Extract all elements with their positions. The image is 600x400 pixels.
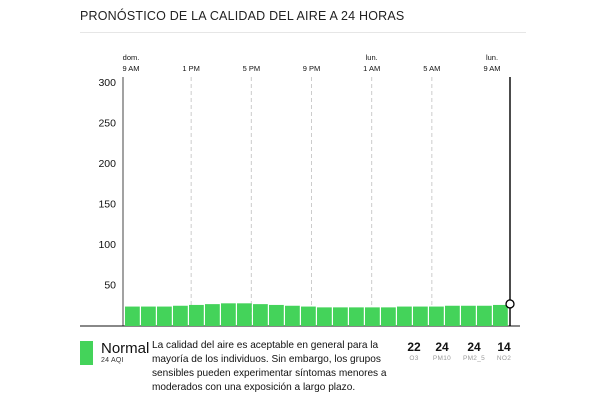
pollutant-value: 22 xyxy=(407,340,421,354)
bar-aqi xyxy=(397,306,412,326)
aqi-level-label: Normal xyxy=(101,340,150,357)
bar-aqi xyxy=(461,305,476,326)
y-tick-label: 150 xyxy=(98,199,116,211)
aqi-description: La calidad del aire es aceptable en gene… xyxy=(152,340,387,393)
bar-aqi xyxy=(477,305,492,326)
bar-aqi xyxy=(413,306,428,326)
page-title: PRONÓSTICO DE LA CALIDAD DEL AIRE A 24 H… xyxy=(80,9,405,23)
pollutant-value: 24 xyxy=(435,340,449,354)
x-tick-time-label: 9 AM xyxy=(122,64,139,73)
bar-aqi xyxy=(173,305,188,326)
bar-aqi xyxy=(269,304,284,326)
pollutant-pm10[interactable]: 24 PM10 xyxy=(430,340,454,362)
x-tick-day-label: lun. xyxy=(486,53,498,62)
bar-aqi xyxy=(349,307,364,326)
bar-aqi xyxy=(317,307,332,326)
x-tick-time-label: 9 AM xyxy=(483,64,500,73)
x-tick-day-label: dom. xyxy=(123,53,140,62)
bar-aqi xyxy=(493,304,508,326)
bar-aqi xyxy=(141,306,156,326)
bar-aqi xyxy=(237,303,252,326)
pollutant-value: 24 xyxy=(467,340,481,354)
x-tick-time-label: 5 PM xyxy=(243,64,261,73)
bar-aqi xyxy=(301,306,316,326)
bar-aqi xyxy=(365,307,380,326)
pollutant-name: O3 xyxy=(409,355,419,362)
bar-aqi xyxy=(253,304,268,326)
y-tick-label: 250 xyxy=(98,118,116,130)
title-divider xyxy=(80,32,526,33)
x-tick-time-label: 5 AM xyxy=(423,64,440,73)
bar-aqi xyxy=(221,303,236,326)
x-tick-time-label: 1 PM xyxy=(182,64,200,73)
bar-aqi xyxy=(125,306,140,326)
bar-aqi xyxy=(285,305,300,326)
bar-aqi xyxy=(333,307,348,326)
pollutant-name: PM10 xyxy=(432,355,452,362)
x-tick-time-label: 9 PM xyxy=(303,64,321,73)
pollutant-o3[interactable]: 22 O3 xyxy=(404,340,424,362)
pollutant-no2[interactable]: 14 NO2 xyxy=(494,340,514,362)
pollutant-name: NO2 xyxy=(496,355,512,362)
bar-aqi xyxy=(205,304,220,326)
aqi-level-swatch xyxy=(80,341,93,365)
y-tick-label: 100 xyxy=(98,239,116,251)
aqi-value-label: 24 AQI xyxy=(101,357,124,364)
bar-aqi xyxy=(445,305,460,326)
y-tick-label: 300 xyxy=(98,77,116,89)
pollutant-pm2-5[interactable]: 24 PM2_5 xyxy=(460,340,488,362)
time-cursor-handle xyxy=(505,299,515,309)
bar-aqi xyxy=(157,306,172,326)
bar-aqi xyxy=(189,304,204,326)
bar-aqi xyxy=(381,307,396,326)
x-tick-time-label: 1 AM xyxy=(363,64,380,73)
pollutant-value: 14 xyxy=(497,340,511,354)
y-tick-label: 200 xyxy=(98,158,116,170)
pollutant-name: PM2_5 xyxy=(462,355,486,362)
bar-aqi xyxy=(429,306,444,326)
y-tick-label: 50 xyxy=(104,280,116,292)
x-tick-day-label: lun. xyxy=(366,53,378,62)
